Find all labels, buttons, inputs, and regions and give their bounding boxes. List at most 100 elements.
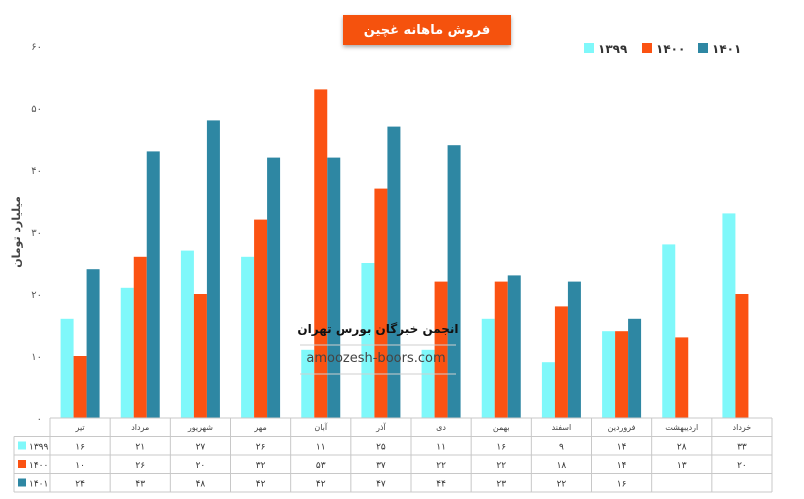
legend-swatch (698, 43, 708, 53)
data-label: ۲۷ (196, 443, 206, 453)
bar-3-3 (206, 120, 220, 419)
data-label: ۴۲ (316, 480, 326, 490)
data-label: ۲۲ (496, 461, 506, 471)
category-label: شهریور (187, 423, 213, 432)
data-label: ۲۶ (256, 443, 266, 453)
data-label: ۲۳ (496, 480, 506, 490)
data-label: ۲۲ (557, 480, 567, 490)
data-label: ۴۳ (135, 480, 145, 490)
data-label: ۲۶ (135, 461, 145, 471)
bar-1-3 (180, 250, 194, 418)
bar-1-1 (60, 318, 74, 418)
legend-label: ۱۴۰۱ (712, 42, 741, 56)
category-label: بهمن (493, 423, 510, 432)
bar-2-1 (73, 356, 87, 418)
category-label: اردیبهشت (665, 423, 698, 432)
data-label: ۲۰ (196, 461, 206, 471)
bar-3-5 (327, 157, 341, 418)
category-label: آبان (314, 422, 328, 432)
y-tick-label: ۳۰ (31, 228, 42, 239)
bar-2-6 (374, 188, 388, 418)
bar-2-2 (133, 256, 147, 418)
bar-1-7 (421, 349, 435, 418)
legend-swatch (584, 43, 594, 53)
watermark-title: انجمن خبرگان بورس تهران (297, 322, 458, 337)
bar-1-12 (722, 213, 736, 418)
category-label: مرداد (131, 423, 149, 432)
data-label: ۹ (559, 443, 564, 453)
bar-3-2 (146, 151, 160, 418)
y-tick-label: ۴۰ (31, 166, 42, 177)
bar-3-7 (447, 145, 461, 418)
y-tick-label: ۲۰ (31, 290, 42, 301)
category-label: دی (436, 423, 446, 432)
bar-2-12 (735, 294, 749, 418)
legend-label: ۱۴۰۰ (656, 42, 685, 56)
bar-2-5 (314, 89, 328, 419)
data-label: ۱۴ (617, 443, 627, 453)
bar-3-10 (628, 318, 642, 418)
legend-label: ۱۳۹۹ (598, 42, 628, 56)
data-label: ۱۶ (75, 443, 85, 453)
bar-1-11 (662, 244, 676, 418)
data-label: ۲۰ (737, 461, 747, 471)
data-label: ۱۰ (75, 461, 85, 471)
y-tick-label: ۰ (37, 414, 42, 425)
data-label: ۴۷ (376, 480, 386, 490)
data-label: ۲۵ (376, 443, 386, 453)
table-legend-swatch (18, 460, 26, 468)
data-label: ۲۴ (75, 480, 85, 490)
data-label: ۱۶ (617, 480, 627, 490)
data-label: ۴۴ (436, 480, 446, 490)
bar-3-1 (86, 269, 100, 418)
data-label: ۴۲ (256, 480, 266, 490)
table-series-label: ۱۴۰۰ (29, 461, 48, 471)
data-label: ۳۷ (376, 461, 386, 471)
category-label: اسفند (552, 423, 572, 432)
table-series-label: ۱۳۹۹ (29, 443, 49, 453)
bar-2-3 (193, 294, 207, 418)
table-legend-swatch (18, 478, 26, 487)
data-label: ۱۸ (557, 461, 567, 471)
data-label: ۱۳ (677, 461, 687, 471)
bar-2-8 (494, 281, 508, 418)
bar-2-7 (434, 281, 448, 418)
data-label: ۲۲ (436, 461, 446, 471)
bar-2-9 (554, 306, 568, 418)
legend-swatch (642, 43, 652, 53)
bar-1-8 (481, 318, 495, 418)
bar-3-9 (567, 281, 581, 418)
bar-1-4 (241, 256, 255, 418)
data-label: ۲۸ (677, 443, 687, 453)
data-label: ۴۸ (196, 480, 206, 490)
y-tick-label: ۶۰ (31, 42, 42, 53)
data-label: ۱۴ (617, 461, 627, 471)
bar-1-6 (361, 263, 375, 418)
category-label: مهر (253, 423, 266, 432)
bar-3-4 (267, 157, 281, 418)
table-series-label: ۱۴۰۱ (29, 480, 48, 490)
data-label: ۳۲ (256, 461, 266, 471)
bar-3-8 (507, 275, 521, 418)
bar-1-2 (120, 287, 134, 418)
chart-title: فروش ماهانه غچین (343, 15, 511, 45)
table-legend-swatch (18, 441, 26, 450)
data-label: ۱۱ (436, 443, 446, 453)
bar-2-10 (615, 331, 629, 418)
category-label: تیر (75, 423, 85, 432)
category-label: خرداد (733, 423, 752, 432)
data-label: ۱۱ (316, 443, 326, 453)
bar-1-5 (301, 349, 315, 418)
bar-1-9 (541, 362, 555, 418)
bar-1-10 (602, 331, 616, 418)
data-label: ۱۶ (496, 443, 506, 453)
category-label: فروردین (608, 423, 636, 432)
category-label: آذر (375, 422, 386, 432)
y-tick-label: ۱۰ (31, 352, 42, 363)
bar-2-11 (675, 337, 689, 418)
data-label: ۵۳ (316, 461, 326, 471)
bar-2-4 (254, 219, 268, 418)
y-axis-label: میلیارد تومان (10, 196, 23, 268)
watermark-url: amoozesh-boors.com (306, 351, 445, 366)
